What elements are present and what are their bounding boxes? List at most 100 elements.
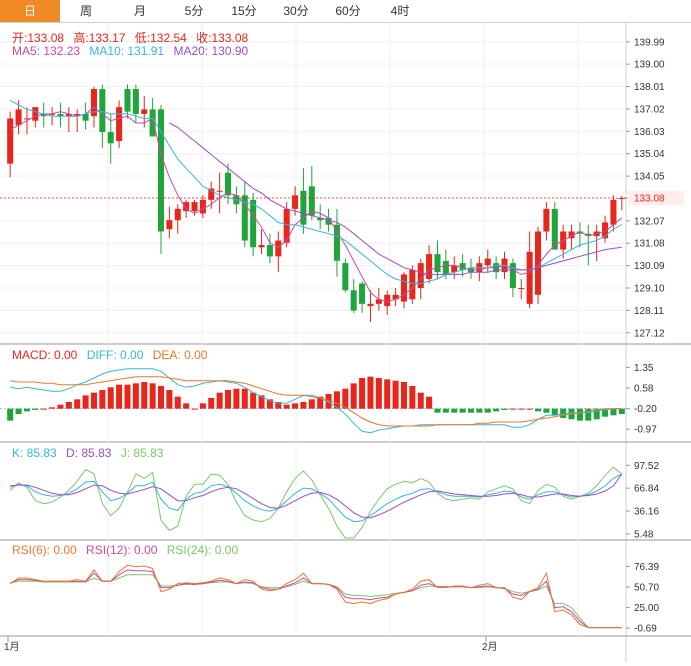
- tab-4[interactable]: 15分: [231, 4, 257, 18]
- macd-bar: [593, 408, 600, 420]
- k-line: [10, 473, 623, 523]
- candle: [216, 172, 223, 214]
- macd-bar: [535, 408, 542, 412]
- dea-line: [10, 376, 622, 427]
- candle-body: [23, 118, 30, 120]
- candle: [367, 290, 374, 322]
- candle-body: [417, 263, 424, 288]
- rsi12-value: RSI(12): 0.00: [86, 543, 158, 557]
- tab-1[interactable]: 周: [79, 4, 92, 18]
- candle-body: [40, 113, 47, 117]
- tab-7[interactable]: 4时: [390, 4, 410, 18]
- candle: [57, 102, 64, 128]
- macd-bar: [199, 403, 206, 409]
- macd-bar: [367, 376, 374, 409]
- macd-bar: [375, 378, 382, 409]
- candle: [426, 245, 433, 284]
- rsi-tick-label: -0.69: [634, 624, 657, 635]
- price-tick-label: 136.03: [634, 127, 665, 138]
- candle-body: [57, 113, 64, 117]
- price-tick-label: 138.01: [634, 82, 665, 93]
- candle-body: [551, 208, 558, 250]
- macd-bar: [275, 402, 282, 409]
- candle-body: [585, 233, 592, 236]
- candle: [451, 256, 458, 279]
- rsi24-line: [10, 574, 622, 629]
- candle-body: [107, 132, 114, 144]
- candle-body: [526, 251, 533, 304]
- macd-bar: [300, 402, 307, 409]
- macd-bar: [174, 396, 181, 409]
- candle: [65, 107, 72, 132]
- macd-bar: [57, 404, 64, 409]
- macd-bar: [233, 388, 240, 409]
- price-tick-label: 130.09: [634, 261, 665, 272]
- candle-body: [116, 107, 123, 142]
- candle-body: [367, 303, 374, 307]
- k-value: K: 85.83: [12, 446, 57, 460]
- kdj-legend: K: 85.83 D: 85.83 J: 85.83: [12, 446, 169, 460]
- kdj-tick-label: 36.16: [634, 507, 659, 518]
- macd-bar: [166, 390, 173, 409]
- macd-bar: [23, 408, 30, 412]
- macd-bar: [317, 396, 324, 409]
- candle-body: [199, 199, 206, 214]
- macd-bar: [157, 386, 165, 409]
- price-tick-label: 127.12: [634, 328, 665, 339]
- kdj-tick-label: 66.84: [634, 484, 659, 495]
- price-tick-label: 131.08: [634, 239, 665, 250]
- candle-body: [7, 118, 14, 164]
- tab-6[interactable]: 60分: [335, 4, 361, 18]
- candle: [392, 288, 399, 307]
- candle-body: [509, 263, 516, 288]
- candle-body: [124, 89, 131, 112]
- macd-bar: [434, 408, 441, 413]
- macd-bar: [442, 408, 449, 413]
- candle: [476, 256, 483, 282]
- candle-body: [333, 224, 340, 261]
- last-price-box: [628, 191, 684, 206]
- candle: [99, 84, 106, 148]
- macd-bar: [292, 403, 299, 409]
- macd-bar: [266, 399, 273, 409]
- tab-2[interactable]: 月: [133, 4, 146, 18]
- candle-body: [132, 89, 139, 114]
- rsi6-line: [9, 564, 622, 629]
- rsi-tick-label: 76.39: [634, 562, 659, 573]
- diff-line: [10, 368, 622, 434]
- macd-bar: [141, 382, 148, 409]
- macd-legend: MACD: 0.00 DIFF: 0.00 DEA: 0.00: [12, 348, 213, 362]
- price-tick-label: 139.00: [634, 60, 665, 71]
- candle-body: [350, 290, 357, 311]
- macd-bar: [65, 402, 72, 409]
- candle: [241, 181, 248, 248]
- macd-bar: [90, 392, 97, 409]
- macd-bar: [602, 408, 609, 417]
- candle: [350, 278, 357, 313]
- candle-body: [375, 299, 382, 304]
- candle-body: [610, 199, 617, 225]
- macd-bar: [501, 408, 508, 410]
- tab-5[interactable]: 30分: [283, 4, 309, 18]
- candle-body: [283, 208, 290, 243]
- candle-body: [400, 274, 407, 302]
- macd-bar: [359, 378, 366, 409]
- macd-bar: [40, 408, 47, 410]
- macd-bar: [350, 383, 357, 409]
- macd-bar: [149, 383, 156, 409]
- macd-bar: [384, 379, 391, 409]
- candle-body: [225, 172, 232, 196]
- tab-0[interactable]: 日: [0, 0, 60, 22]
- candle: [342, 258, 349, 293]
- macd-bar: [518, 408, 525, 410]
- candle: [509, 258, 516, 298]
- candle-body: [149, 109, 156, 137]
- candle-body: [292, 195, 299, 209]
- close-value: 收:133.08: [196, 31, 249, 45]
- macd-bar: [333, 391, 340, 409]
- candle: [116, 100, 123, 148]
- candle-body: [342, 263, 349, 291]
- candle: [300, 168, 307, 234]
- tab-3[interactable]: 5分: [184, 4, 204, 18]
- candle-body: [484, 258, 491, 266]
